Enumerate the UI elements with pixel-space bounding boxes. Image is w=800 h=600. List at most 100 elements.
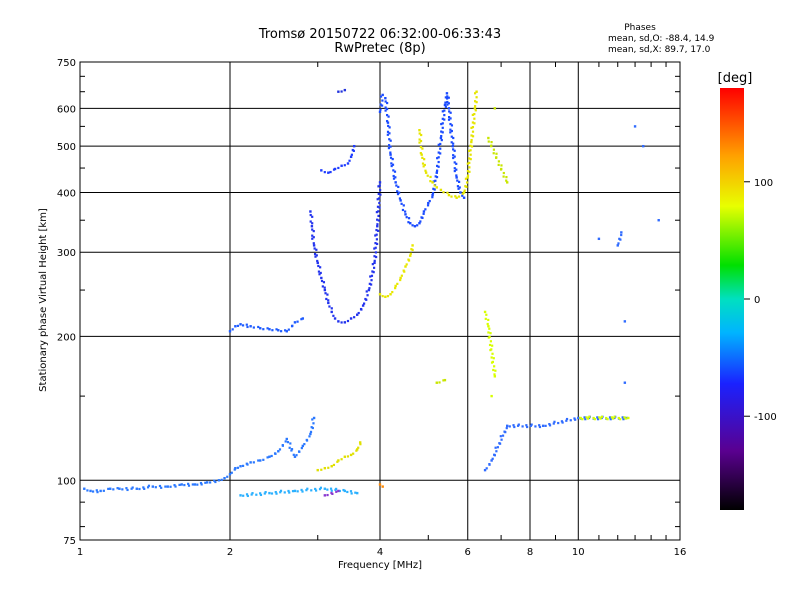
data-point bbox=[447, 118, 451, 121]
data-point bbox=[599, 417, 602, 420]
data-point bbox=[343, 455, 347, 458]
data-point bbox=[493, 453, 496, 456]
data-point bbox=[372, 266, 376, 269]
data-point bbox=[435, 171, 438, 174]
data-point bbox=[497, 163, 500, 166]
data-point bbox=[464, 177, 468, 180]
data-point bbox=[492, 152, 495, 155]
data-point bbox=[306, 487, 309, 490]
data-point bbox=[422, 210, 426, 213]
data-point bbox=[538, 424, 541, 427]
data-point bbox=[474, 109, 477, 112]
data-point bbox=[548, 424, 552, 427]
data-point bbox=[378, 201, 381, 205]
data-point bbox=[399, 199, 402, 202]
data-point bbox=[453, 169, 456, 173]
data-point bbox=[259, 459, 262, 462]
data-point bbox=[250, 493, 253, 496]
data-point bbox=[402, 204, 405, 207]
data-point bbox=[421, 156, 424, 159]
data-point bbox=[301, 317, 305, 320]
data-point bbox=[349, 155, 353, 159]
data-point bbox=[424, 208, 427, 211]
data-point bbox=[359, 307, 363, 311]
data-point bbox=[394, 181, 397, 184]
data-point bbox=[154, 486, 157, 489]
data-point bbox=[439, 147, 442, 150]
data-point bbox=[396, 282, 399, 285]
data-point bbox=[469, 144, 472, 147]
data-point bbox=[452, 136, 455, 140]
data-point bbox=[370, 283, 373, 286]
data-point bbox=[397, 185, 400, 189]
data-point bbox=[241, 324, 245, 327]
data-point bbox=[538, 425, 542, 429]
data-point bbox=[316, 468, 319, 472]
data-point bbox=[320, 276, 323, 280]
data-point bbox=[456, 179, 459, 182]
data-point bbox=[600, 415, 604, 418]
data-point bbox=[326, 488, 329, 491]
data-point bbox=[470, 126, 473, 129]
data-point bbox=[492, 368, 495, 372]
data-point bbox=[446, 95, 449, 98]
data-point bbox=[391, 290, 394, 294]
data-point bbox=[466, 162, 469, 165]
data-point bbox=[428, 199, 431, 203]
data-point bbox=[411, 224, 414, 227]
data-point bbox=[450, 124, 454, 127]
data-point bbox=[384, 96, 387, 100]
data-point bbox=[379, 103, 382, 106]
data-point bbox=[252, 461, 255, 464]
data-point bbox=[491, 352, 494, 355]
data-point bbox=[315, 248, 318, 251]
data-point bbox=[116, 487, 119, 490]
data-point bbox=[462, 191, 466, 194]
data-point bbox=[354, 491, 357, 494]
data-point bbox=[376, 218, 379, 221]
data-point bbox=[278, 448, 282, 451]
data-point bbox=[407, 221, 410, 224]
data-point bbox=[233, 468, 236, 471]
data-point bbox=[455, 168, 458, 171]
data-point bbox=[121, 488, 124, 491]
data-point bbox=[312, 244, 316, 247]
data-point bbox=[452, 156, 455, 160]
data-point bbox=[470, 134, 473, 137]
data-point bbox=[337, 320, 340, 323]
data-point bbox=[373, 255, 376, 258]
data-point bbox=[291, 490, 295, 493]
data-point bbox=[436, 157, 439, 160]
data-point bbox=[441, 117, 444, 120]
data-point bbox=[491, 360, 494, 364]
data-point bbox=[431, 192, 435, 195]
data-point bbox=[259, 493, 263, 497]
grid-lines bbox=[80, 62, 680, 540]
data-point bbox=[379, 193, 382, 196]
data-point bbox=[309, 432, 312, 436]
data-point bbox=[316, 259, 319, 263]
data-point bbox=[475, 90, 478, 93]
data-point bbox=[351, 148, 354, 152]
plot-frame bbox=[79, 61, 681, 541]
data-point bbox=[450, 195, 453, 198]
data-point bbox=[381, 295, 384, 298]
data-point bbox=[500, 167, 503, 171]
data-point bbox=[442, 191, 445, 194]
data-point bbox=[377, 210, 380, 213]
data-point bbox=[295, 454, 298, 457]
data-point bbox=[252, 326, 255, 329]
data-point bbox=[312, 242, 315, 245]
data-point bbox=[431, 193, 434, 197]
data-point bbox=[466, 169, 470, 173]
data-point bbox=[376, 205, 380, 208]
data-point bbox=[490, 356, 493, 359]
data-point bbox=[459, 191, 462, 194]
y-tick-label: 75 bbox=[63, 536, 76, 547]
data-point bbox=[245, 493, 249, 496]
data-point bbox=[246, 463, 249, 466]
data-point bbox=[433, 184, 436, 187]
data-point bbox=[411, 248, 414, 252]
data-point bbox=[429, 180, 432, 183]
data-point bbox=[226, 475, 229, 478]
